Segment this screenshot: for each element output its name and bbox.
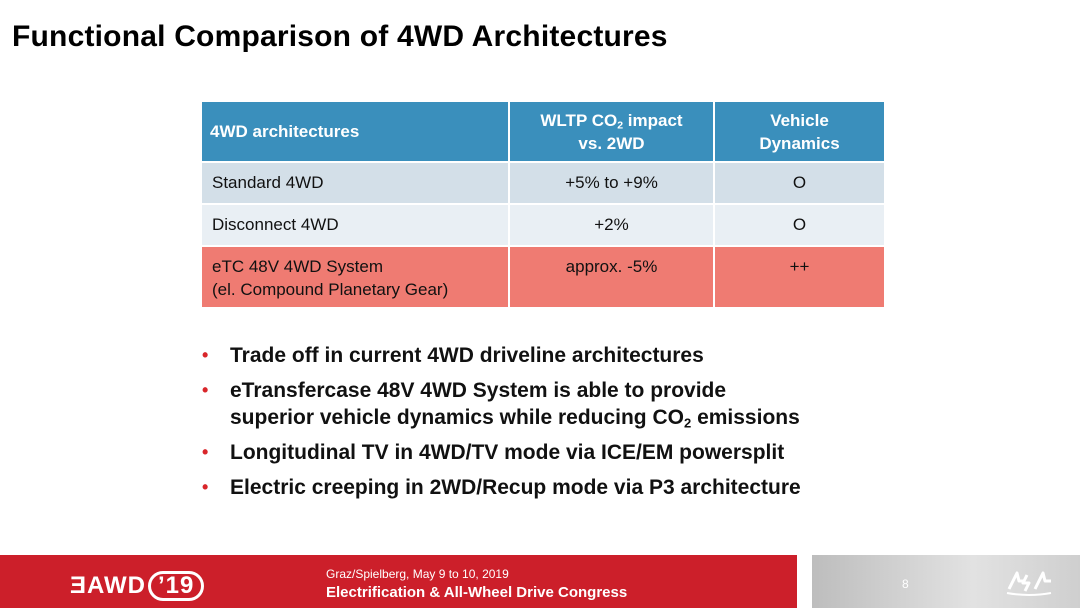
row-architecture: Disconnect 4WD bbox=[200, 203, 510, 247]
footer-divider bbox=[797, 555, 812, 608]
header-vehicle-dynamics: Vehicle Dynamics bbox=[713, 100, 886, 163]
bullet-text-line2a: superior vehicle dynamics while reducing… bbox=[230, 406, 684, 429]
event-location: Graz/Spielberg, May 9 to 10, 2019 bbox=[326, 567, 509, 581]
row-architecture: Standard 4WD bbox=[200, 161, 510, 205]
bullet-marker: • bbox=[202, 477, 209, 497]
table-header-row: 4WD architectures WLTP CO2 impact vs. 2W… bbox=[200, 100, 886, 163]
table-row: Disconnect 4WD +2% O bbox=[200, 203, 886, 247]
header-architectures: 4WD architectures bbox=[200, 100, 510, 163]
row-co2: +2% bbox=[508, 203, 715, 247]
row-architecture: eTC 48V 4WD System (el. Compound Planeta… bbox=[200, 245, 510, 309]
comparison-table: 4WD architectures WLTP CO2 impact vs. 2W… bbox=[200, 100, 886, 309]
bullet-marker: • bbox=[202, 345, 209, 365]
eawd-logo-year: ’19 bbox=[148, 571, 205, 601]
brand-logo-icon bbox=[1006, 571, 1052, 596]
slide-title: Functional Comparison of 4WD Architectur… bbox=[12, 20, 668, 53]
bullet-text-line1: eTransfercase 48V 4WD System is able to … bbox=[230, 379, 727, 402]
bullet-text: Longitudinal TV in 4WD/TV mode via ICE/E… bbox=[230, 441, 785, 464]
footer-bar: ƎAWD ’19 Graz/Spielberg, May 9 to 10, 201… bbox=[0, 555, 1080, 608]
header-co2-subscript: 2 bbox=[617, 119, 624, 132]
table-row: Standard 4WD +5% to +9% O bbox=[200, 161, 886, 205]
row-dynamics: O bbox=[713, 161, 886, 205]
bullet-marker: • bbox=[202, 380, 209, 400]
header-co2-impact: WLTP CO2 impact vs. 2WD bbox=[508, 100, 715, 163]
bullet-text-line2b: emissions bbox=[691, 406, 800, 429]
header-co2-main: WLTP CO bbox=[540, 110, 618, 130]
bullet-subscript: 2 bbox=[683, 415, 692, 431]
table-row-highlighted: eTC 48V 4WD System (el. Compound Planeta… bbox=[200, 245, 886, 309]
bullet-marker: • bbox=[202, 442, 209, 462]
bullet-item: • Electric creeping in 2WD/Recup mode via… bbox=[202, 474, 922, 501]
bullet-list: • Trade off in current 4WD driveline arch… bbox=[202, 342, 922, 509]
bullet-item: • Longitudinal TV in 4WD/TV mode via ICE/… bbox=[202, 439, 922, 466]
header-dyn-line2: Dynamics bbox=[759, 133, 840, 153]
row-co2: approx. -5% bbox=[508, 245, 715, 309]
congress-name: Electrification & All-Wheel Drive Congre… bbox=[326, 584, 628, 601]
header-co2-line2: vs. 2WD bbox=[578, 133, 645, 153]
row-architecture-line1: eTC 48V 4WD System bbox=[212, 257, 383, 276]
bullet-text: Trade off in current 4WD driveline archi… bbox=[230, 344, 704, 367]
bullet-item: • Trade off in current 4WD driveline arch… bbox=[202, 342, 922, 369]
bullet-item: • eTransfercase 48V 4WD System is able to… bbox=[202, 377, 922, 431]
eawd-logo-text: ƎAWD bbox=[70, 572, 146, 599]
row-co2: +5% to +9% bbox=[508, 161, 715, 205]
bullet-text: Electric creeping in 2WD/Recup mode via … bbox=[230, 476, 801, 499]
header-co2-rest: impact bbox=[623, 110, 683, 130]
header-dyn-line1: Vehicle bbox=[770, 110, 829, 130]
eawd-logo: ƎAWD ’19 bbox=[70, 571, 205, 601]
row-architecture-line2: (el. Compound Planetary Gear) bbox=[212, 280, 449, 299]
row-dynamics: O bbox=[713, 203, 886, 247]
footer-red-band bbox=[0, 555, 797, 608]
page-number: 8 bbox=[902, 577, 909, 591]
row-dynamics: ++ bbox=[713, 245, 886, 309]
footer-grey-band bbox=[812, 555, 1080, 608]
